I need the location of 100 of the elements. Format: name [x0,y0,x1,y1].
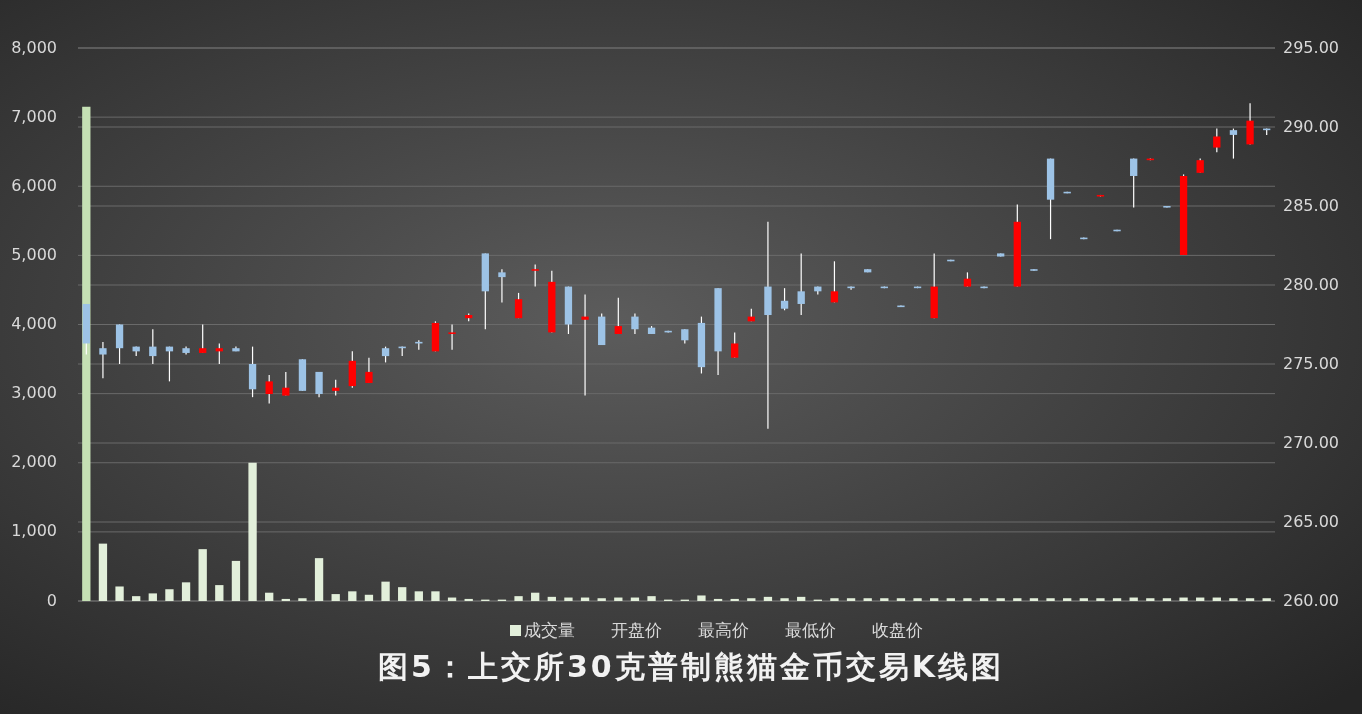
bar [331,594,340,601]
candlestick [1229,127,1238,160]
bar [314,558,324,601]
candlestick [315,371,323,398]
y-tick-label: 5,000 [11,244,57,264]
bar [896,598,906,601]
candlestick [514,292,523,319]
bar [1245,598,1255,601]
y2-tick-label: 265.00 [1283,511,1339,531]
candlestick [448,323,456,351]
bar [547,596,556,601]
bar [148,593,157,601]
text: 图5：上交所30克普制熊猫金币交易K线图 [378,648,1004,684]
bar [364,594,374,601]
bar [248,462,257,601]
bar [1112,598,1122,601]
candlestick [1130,158,1138,209]
bar [830,598,839,601]
bar [265,592,274,601]
bar [747,598,756,601]
candlestick [614,297,622,335]
candlestick [797,252,805,316]
bar [763,596,773,601]
bar [381,581,390,601]
bar [780,598,789,601]
bar [132,596,141,601]
bar [181,582,191,601]
bar [1029,598,1039,601]
candlestick [498,268,506,303]
bar [797,596,806,601]
bar [963,598,972,601]
bar [281,598,290,601]
bar [115,586,124,601]
bar [531,592,540,601]
y2-tick-label: 270.00 [1283,432,1339,452]
y-tick-label: 6,000 [11,175,57,195]
candlestick [1246,102,1254,145]
y-tick-label: 1,000 [11,521,57,541]
bar [979,598,989,601]
bar [1079,598,1088,601]
bar [996,598,1005,601]
bar [398,587,407,601]
bar [1013,598,1022,601]
bar [514,596,523,601]
bar [198,549,207,601]
bar [464,598,473,601]
bar [1229,598,1238,601]
candlestick [199,323,207,354]
candlestick [215,342,223,365]
y2-tick-label: 275.00 [1283,353,1339,373]
bar [414,591,423,601]
bar [730,598,739,601]
y-tick-label: 3,000 [11,383,57,403]
bar [564,597,573,601]
bar [298,598,307,601]
y-tick-label: 8,000 [11,37,57,57]
legend: 成交量 开盘价 最高价 最低价 收盘价 [510,620,923,640]
candlestick [115,323,124,365]
candlestick [581,293,589,397]
bar [215,585,224,601]
bar [348,591,357,601]
bar [880,598,889,601]
candlestick [531,263,539,288]
y2-tick-label: 285.00 [1283,195,1339,215]
bar [1262,598,1271,601]
candlestick [830,260,839,303]
bar [946,598,955,601]
y-tick-label: 0 [46,590,57,610]
bar [165,589,174,601]
bar [231,560,241,601]
bar [930,598,939,601]
bar [697,595,706,601]
bar [1179,597,1188,601]
bar [1046,598,1055,601]
bar [647,596,656,601]
candlestick [99,341,107,379]
y2-tick-label: 280.00 [1283,274,1339,294]
candlestick [365,357,373,384]
candlestick [282,371,290,397]
bar [98,543,108,601]
y-tick-label: 7,000 [11,106,57,126]
candlestick [731,331,739,359]
bar [431,591,440,601]
bar [913,598,922,601]
candlestick [149,328,157,365]
bar [1162,598,1172,601]
y-tick-label: 4,000 [11,314,57,333]
bar [863,598,872,601]
bar [1063,598,1072,601]
candlestick [1213,127,1221,153]
bar [82,106,91,601]
y2-tick-label: 290.00 [1283,116,1339,136]
bar [713,598,723,601]
candlestick [780,287,789,311]
candlestick [265,374,273,405]
bar [1146,598,1155,601]
y2-tick-label: 295.00 [1283,37,1339,57]
legend-label: 成交量 [524,620,575,640]
y2-tick-label: 260.00 [1283,590,1339,610]
candlestick [631,312,639,335]
